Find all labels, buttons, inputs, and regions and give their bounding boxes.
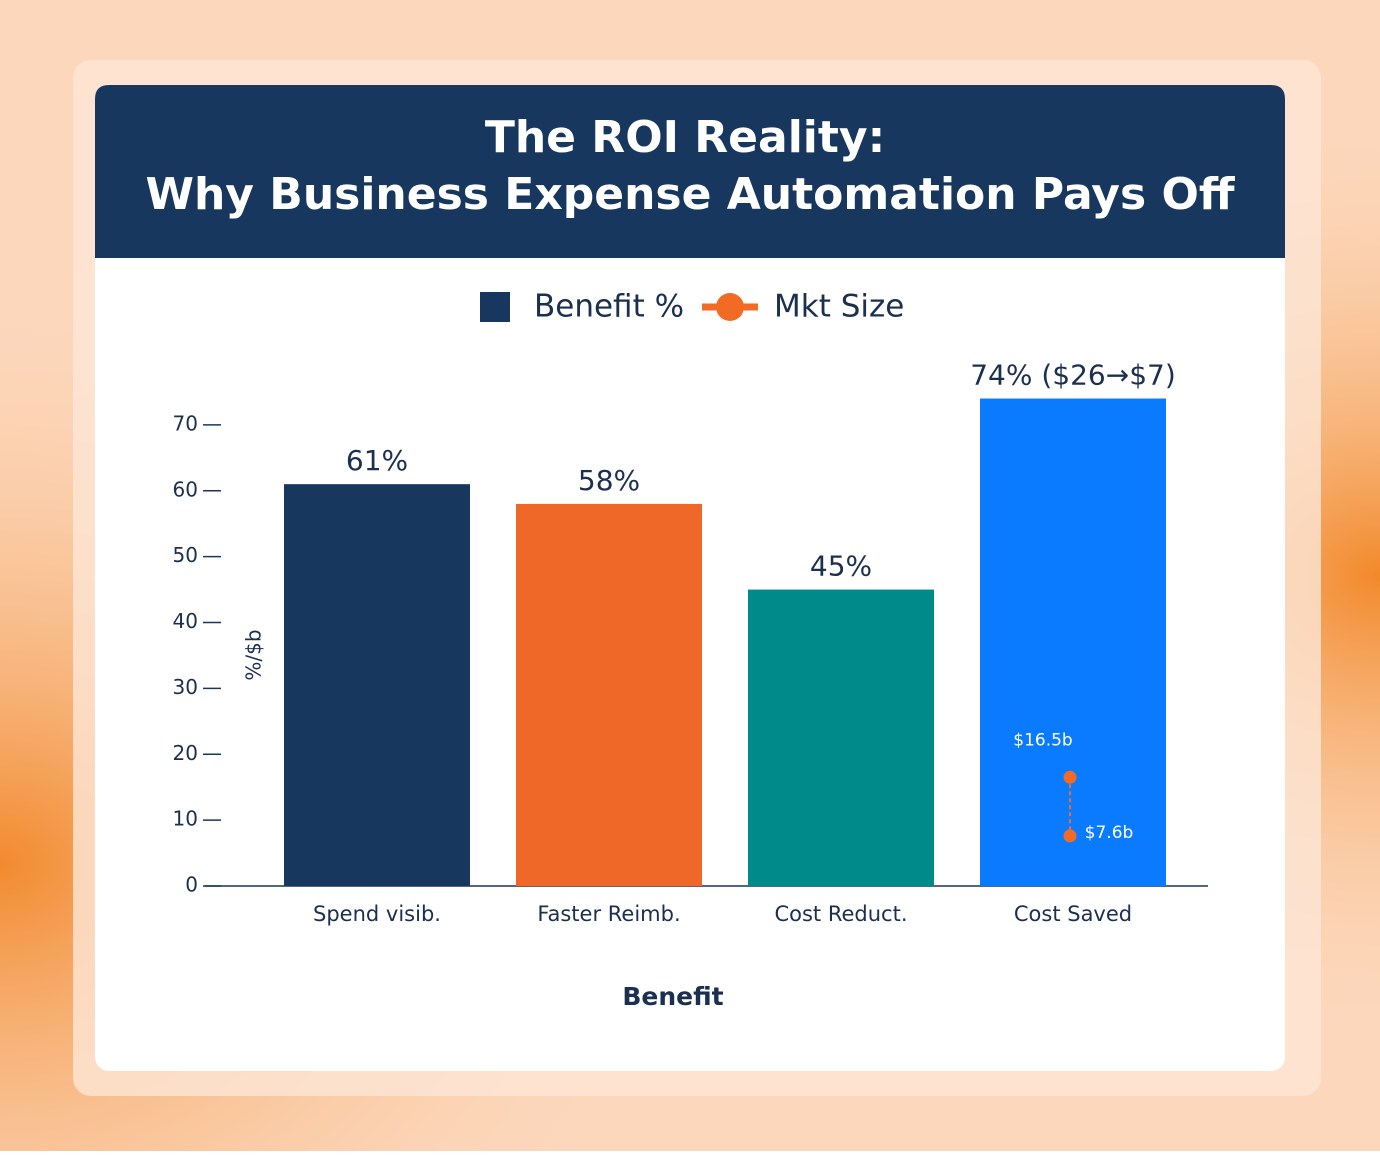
y-tick-label: 20 <box>173 741 198 765</box>
data-label: 74% ($26→$7) <box>970 359 1176 392</box>
header <box>95 85 1285 258</box>
data-label: 61% <box>346 444 408 477</box>
mkt-point <box>1063 770 1077 784</box>
mkt-label: $16.5b <box>1013 730 1072 750</box>
x-tick-label: Cost Saved <box>1014 902 1132 926</box>
legend-swatch <box>716 293 744 321</box>
data-label: 45% <box>810 550 872 583</box>
y-tick-label: 50 <box>173 543 198 567</box>
x-tick-label: Faster Reimb. <box>537 902 680 926</box>
legend-swatch <box>480 292 510 322</box>
y-tick-label: 70 <box>173 411 198 435</box>
bar <box>516 503 702 886</box>
legend-label: Mkt Size <box>774 289 904 325</box>
y-tick-label: 60 <box>173 477 198 501</box>
y-tick-label: 40 <box>173 609 198 633</box>
legend-label: Benefit % <box>534 289 684 325</box>
bar <box>980 398 1166 886</box>
x-tick-label: Cost Reduct. <box>774 902 907 926</box>
chart-title: The ROI Reality: <box>485 112 885 163</box>
y-tick-label: 10 <box>173 807 198 831</box>
mkt-label: $7.6b <box>1085 823 1134 843</box>
chart-title: Why Business Expense Automation Pays Off <box>145 169 1235 220</box>
y-axis-label: %/$b <box>242 629 266 680</box>
mkt-point <box>1063 829 1077 843</box>
bar <box>284 484 470 886</box>
data-label: 58% <box>578 464 640 497</box>
x-tick-label: Spend visib. <box>313 902 441 926</box>
y-tick-label: 30 <box>173 675 198 699</box>
bar <box>748 589 934 886</box>
y-tick-label: 0 <box>185 873 198 897</box>
x-axis-label: Benefit <box>622 982 723 1011</box>
